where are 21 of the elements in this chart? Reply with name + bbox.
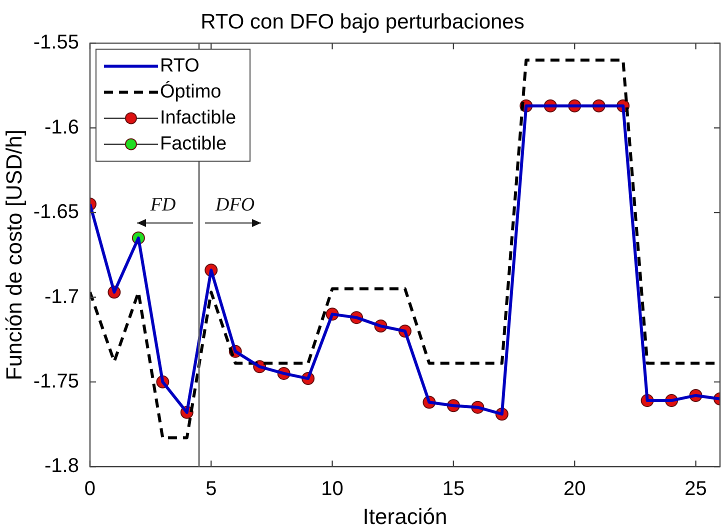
x-tick-label: 15 <box>442 478 465 500</box>
y-tick-label: -1.65 <box>33 201 79 224</box>
y-axis-title: Función de costo [USD/h] <box>1 130 26 380</box>
legend-label: RTO <box>160 55 200 76</box>
chart-title: RTO con DFO bajo perturbaciones <box>200 10 524 34</box>
x-tick-label: 10 <box>321 478 344 500</box>
x-tick-label: 5 <box>206 478 217 500</box>
annotation: DFO <box>214 194 255 216</box>
annotation: FD <box>149 194 176 216</box>
legend-label: Factible <box>160 133 227 154</box>
y-tick-label: -1.7 <box>44 286 79 308</box>
legend-label: Infactible <box>160 107 236 128</box>
x-tick-label: 25 <box>684 478 707 500</box>
legend-label: Óptimo <box>160 80 222 102</box>
x-axis-title: Iteración <box>362 504 448 529</box>
y-tick-label: -1.6 <box>44 116 79 138</box>
y-tick-label: -1.8 <box>44 455 79 478</box>
y-tick-label: -1.75 <box>33 370 79 392</box>
x-tick-label: 20 <box>563 478 586 500</box>
x-tick-label: 0 <box>84 478 96 500</box>
y-tick-label: -1.55 <box>33 32 79 54</box>
